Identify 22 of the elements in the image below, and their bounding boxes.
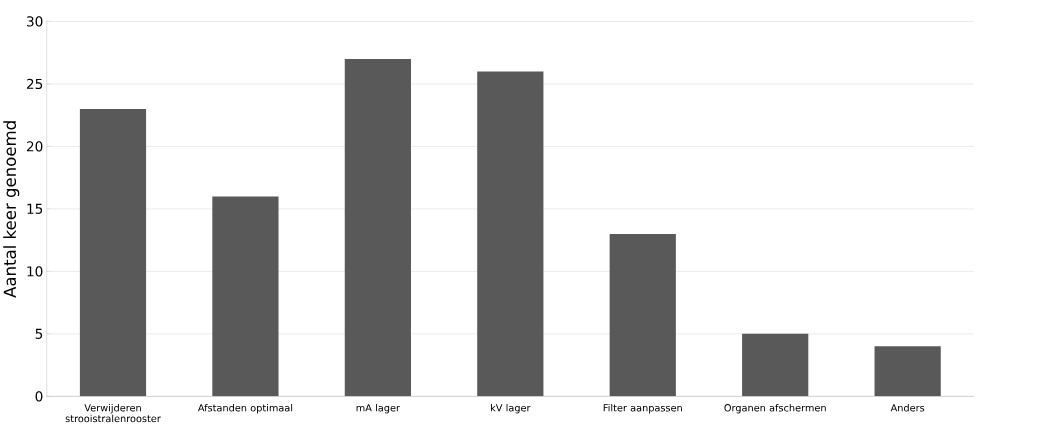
x-tick-label: kV lager [491, 403, 531, 414]
x-tick-label: Filter aanpassen [603, 403, 682, 414]
y-tick-label: 20 [26, 141, 43, 152]
x-tick-label: Organen afschermen [724, 403, 826, 414]
y-tick-label: 5 [35, 328, 43, 339]
bar [742, 333, 809, 397]
bar [212, 196, 279, 397]
x-tick-label: Anders [890, 403, 925, 412]
y-tick-label: 0 [35, 391, 43, 402]
bar [79, 108, 147, 397]
y-tick-label: 25 [26, 78, 43, 89]
y-axis-title: Aantal keer genoemd [3, 121, 20, 298]
x-tick-label: Verwijderen strooistralenrooster [65, 403, 161, 423]
y-tick-label: 15 [27, 203, 43, 214]
y-tick-label: 10 [27, 266, 43, 277]
bar [874, 346, 941, 397]
x-tick-label: mA lager [356, 403, 400, 414]
bar [344, 58, 411, 397]
x-tick-label: Afstanden optimaal [197, 403, 293, 414]
y-tick-label: 30 [27, 16, 43, 27]
bar [477, 71, 544, 397]
bar [609, 233, 676, 397]
